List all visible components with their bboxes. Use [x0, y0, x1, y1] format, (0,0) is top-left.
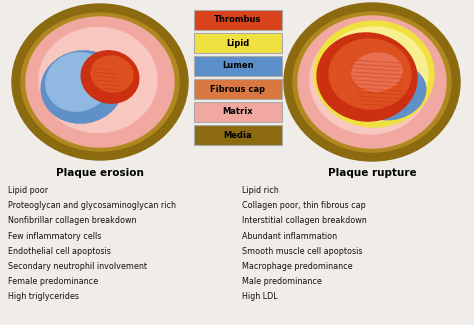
Ellipse shape [39, 28, 157, 133]
Text: Collagen poor, thin fibrous cap: Collagen poor, thin fibrous cap [242, 201, 366, 210]
Ellipse shape [329, 39, 411, 109]
Text: Macrophage predominance: Macrophage predominance [242, 262, 353, 271]
Text: High triglycerides: High triglycerides [8, 292, 79, 301]
Text: Abundant inflammation: Abundant inflammation [242, 232, 337, 240]
Text: Few inflammatory cells: Few inflammatory cells [8, 232, 101, 240]
FancyBboxPatch shape [194, 56, 282, 76]
FancyBboxPatch shape [194, 10, 282, 30]
Ellipse shape [293, 12, 451, 152]
FancyBboxPatch shape [194, 125, 282, 145]
Ellipse shape [354, 64, 426, 120]
Ellipse shape [81, 51, 139, 103]
FancyBboxPatch shape [194, 33, 282, 53]
Text: Thrombus: Thrombus [214, 16, 262, 24]
Ellipse shape [320, 27, 428, 121]
Text: Lipid: Lipid [227, 38, 250, 47]
Ellipse shape [46, 53, 110, 111]
Ellipse shape [21, 13, 179, 151]
Text: Female predominance: Female predominance [8, 277, 98, 286]
Ellipse shape [314, 21, 434, 127]
Text: Fibrous cap: Fibrous cap [210, 84, 265, 94]
Ellipse shape [352, 53, 402, 91]
Text: Smooth muscle cell apoptosis: Smooth muscle cell apoptosis [242, 247, 363, 256]
Ellipse shape [12, 4, 188, 160]
Text: Male predominance: Male predominance [242, 277, 322, 286]
Ellipse shape [284, 3, 460, 161]
Text: Plaque erosion: Plaque erosion [56, 168, 144, 178]
Ellipse shape [333, 89, 382, 119]
Ellipse shape [310, 26, 430, 134]
Text: High LDL: High LDL [242, 292, 278, 301]
Text: Lipid rich: Lipid rich [242, 186, 279, 195]
FancyBboxPatch shape [194, 102, 282, 122]
Text: Media: Media [224, 131, 252, 139]
Ellipse shape [317, 33, 417, 121]
Ellipse shape [91, 56, 133, 92]
Text: Endothelial cell apoptosis: Endothelial cell apoptosis [8, 247, 111, 256]
Text: Matrix: Matrix [223, 108, 253, 116]
Ellipse shape [358, 67, 414, 109]
FancyBboxPatch shape [194, 79, 282, 99]
Ellipse shape [26, 17, 174, 147]
Ellipse shape [41, 51, 123, 123]
Text: Secondary neutrophil involvement: Secondary neutrophil involvement [8, 262, 147, 271]
Text: Lumen: Lumen [222, 61, 254, 71]
Text: Nonfibrillar collagen breakdown: Nonfibrillar collagen breakdown [8, 216, 137, 226]
Text: Proteoglycan and glycosaminoglycan rich: Proteoglycan and glycosaminoglycan rich [8, 201, 176, 210]
Ellipse shape [298, 16, 446, 148]
Text: Lipid poor: Lipid poor [8, 186, 48, 195]
Text: Plaque rupture: Plaque rupture [328, 168, 416, 178]
Text: Interstitial collagen breakdown: Interstitial collagen breakdown [242, 216, 367, 226]
